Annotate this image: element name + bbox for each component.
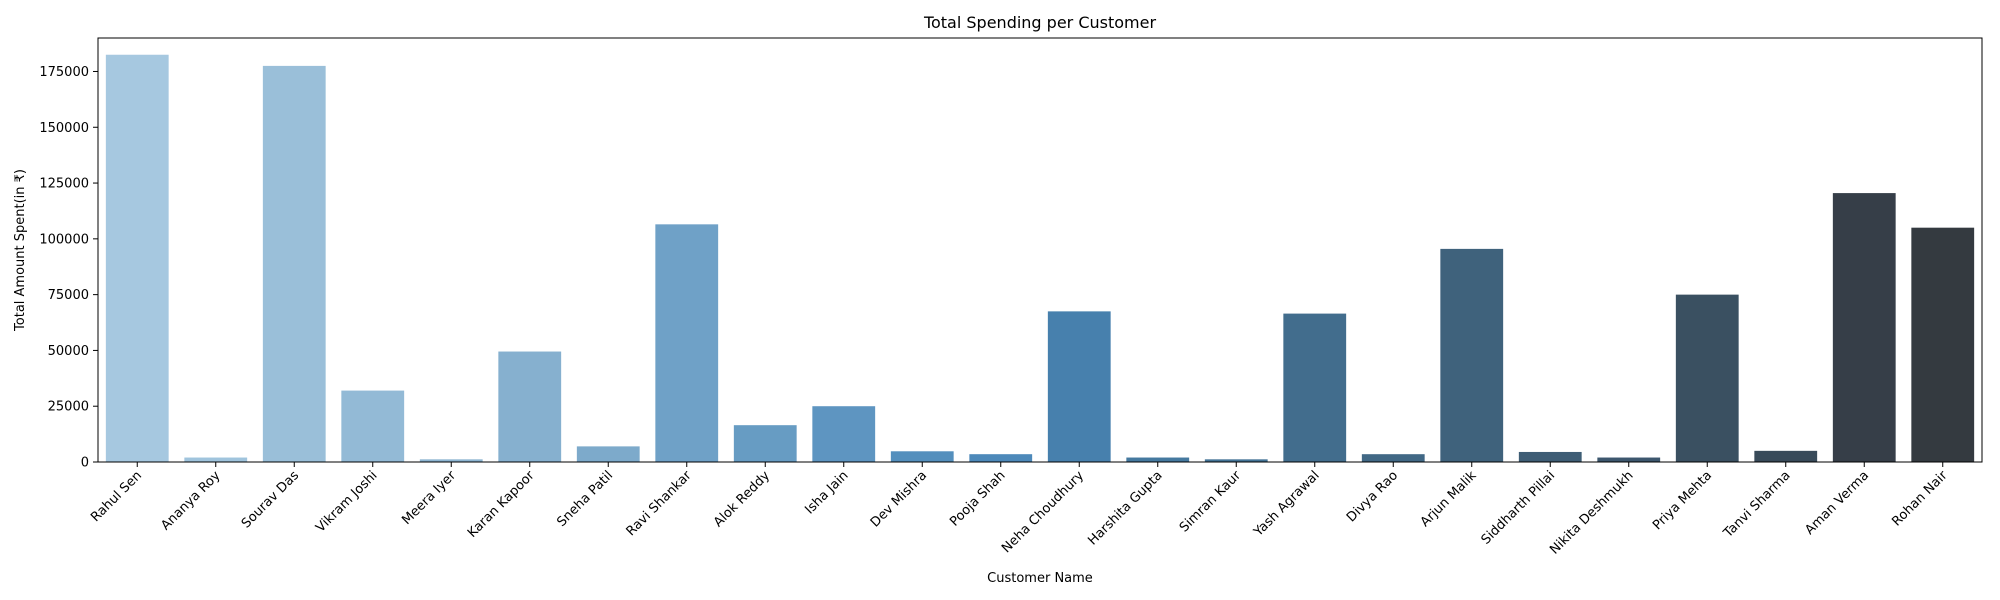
bar: [498, 351, 562, 462]
x-tick-label: Ananya Roy: [158, 468, 223, 533]
x-tick-label: Yash Agrawal: [1250, 468, 1322, 540]
plot-frame: [97, 37, 1983, 463]
y-tick-label: 75000: [48, 288, 89, 303]
y-tick-label: 150000: [39, 121, 89, 136]
bar: [1518, 451, 1582, 462]
x-tick-label: Alok Reddy: [711, 468, 773, 530]
y-axis-ticks: 0 25000 50000 75000 100000 125000 150000 175000: [39, 65, 98, 471]
y-tick-label: 25000: [48, 400, 89, 415]
x-tick-label: Sneha Patil: [554, 468, 616, 530]
x-tick-label: Siddharth Pillai: [1479, 468, 1558, 547]
bar: [655, 224, 719, 462]
x-tick-label: Divya Rao: [1344, 468, 1401, 525]
bar: [890, 451, 954, 462]
bar: [1047, 311, 1111, 462]
bar: [1754, 450, 1818, 462]
x-tick-label: Rahul Sen: [88, 468, 145, 525]
bar: [1126, 457, 1190, 462]
bar: [1283, 313, 1347, 462]
bar: [105, 54, 169, 462]
bar: [1832, 193, 1896, 463]
bar: [184, 457, 248, 462]
x-axis-title: Customer Name: [987, 571, 1093, 586]
x-axis-ticks: Rahul Sen Ananya Roy Sourav Das Vikram Josh…: [88, 462, 1951, 558]
y-tick-label: 175000: [39, 65, 89, 80]
x-tick-label: Karan Kapoor: [465, 468, 538, 541]
bar: [1911, 227, 1975, 462]
bars-layer: [105, 54, 1975, 463]
bar: [262, 65, 326, 462]
x-tick-label: Nikita Deshmukh: [1547, 468, 1636, 557]
x-tick-label: Aman Verma: [1802, 468, 1872, 538]
x-tick-label: Priya Mehta: [1650, 468, 1715, 533]
y-tick-label: 125000: [39, 177, 89, 192]
x-tick-label: Simran Kaur: [1177, 468, 1245, 536]
bar: [1597, 457, 1661, 462]
bar: [419, 459, 483, 462]
chart-title: Total Spending per Customer: [923, 13, 1157, 32]
bar: [576, 446, 640, 462]
x-tick-label: Vikram Joshi: [313, 468, 380, 535]
y-axis-title: Total Amount Spent(in ₹): [13, 169, 28, 332]
x-tick-label: Arjun Malik: [1418, 468, 1480, 530]
x-tick-label: Dev Mishra: [868, 468, 930, 530]
bar: [1204, 459, 1268, 462]
bar: [341, 390, 405, 462]
bar: [969, 454, 1033, 462]
y-tick-label: 0: [81, 456, 89, 471]
x-tick-label: Ravi Shankar: [624, 468, 695, 539]
bar: [1440, 248, 1504, 462]
x-tick-label: Tanvi Sharma: [1720, 468, 1793, 541]
x-tick-label: Rohan Nair: [1889, 468, 1951, 530]
bar: [733, 425, 797, 462]
bar: [1675, 294, 1739, 462]
y-tick-label: 100000: [39, 232, 89, 247]
x-tick-label: Sourav Das: [239, 468, 302, 531]
bar: [1361, 454, 1425, 462]
x-tick-label: Meera Iyer: [399, 468, 459, 528]
x-tick-label: Harshita Gupta: [1085, 468, 1165, 548]
x-tick-label: Isha Jain: [802, 468, 851, 517]
x-tick-label: Neha Choudhury: [999, 468, 1087, 556]
y-tick-label: 50000: [48, 344, 89, 359]
bar: [812, 406, 876, 462]
x-tick-label: Pooja Shah: [947, 468, 1008, 529]
